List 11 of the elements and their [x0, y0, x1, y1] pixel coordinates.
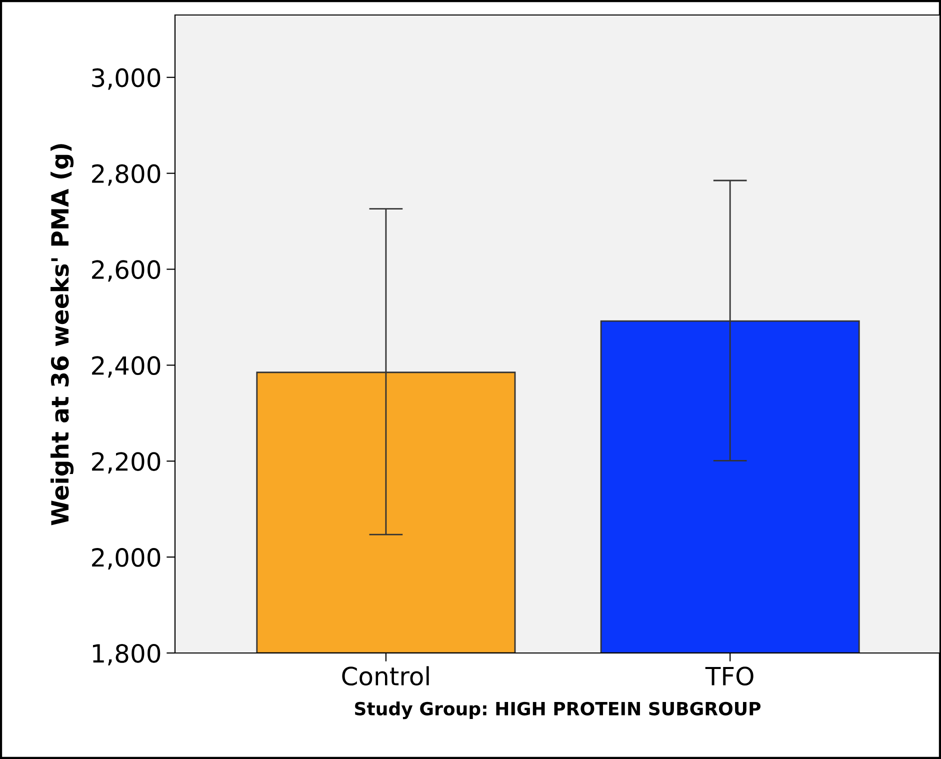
y-axis-title: Weight at 36 weeks' PMA (g) — [50, 144, 74, 526]
y-tick-label: 3,000 — [92, 68, 160, 90]
y-tick-label: 2,800 — [92, 164, 160, 186]
x-axis-title: Study Group: HIGH PROTEIN SUBGROUP — [355, 702, 761, 720]
y-tick-label: 2,000 — [92, 548, 160, 570]
y-tick-label: 2,600 — [92, 260, 160, 282]
y-tick-label: 2,400 — [92, 356, 160, 378]
y-tick-label: 1,800 — [92, 644, 160, 666]
y-tick-label: 2,200 — [92, 452, 160, 474]
x-tick-label: Control — [342, 666, 429, 686]
x-tick-label: TFO — [705, 666, 754, 686]
